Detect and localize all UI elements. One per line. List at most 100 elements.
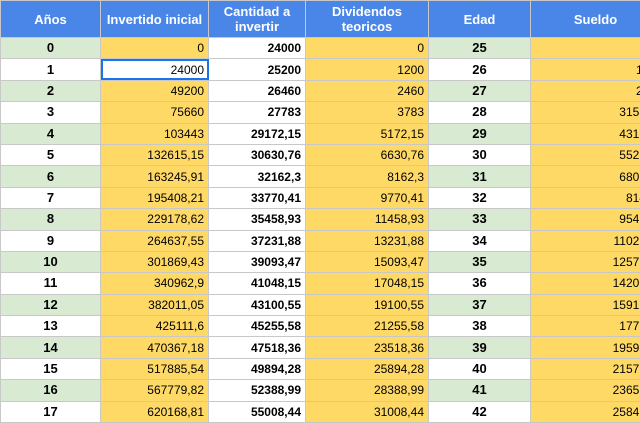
cell[interactable]: 954,91	[530, 208, 640, 231]
cell[interactable]: 1257,79	[530, 250, 640, 274]
cell[interactable]: 15093,47	[305, 250, 429, 274]
cell[interactable]: 11	[0, 272, 101, 295]
cell[interactable]: 8162,3	[305, 165, 429, 188]
cell[interactable]: 14	[0, 336, 101, 359]
cell[interactable]: 13	[0, 315, 101, 338]
cell[interactable]: 8	[0, 208, 101, 231]
cell[interactable]: 103443	[100, 122, 209, 145]
column-header[interactable]: Cantidad a invertir	[208, 0, 306, 38]
cell[interactable]: 9	[0, 229, 101, 252]
cell[interactable]: 17048,15	[305, 272, 429, 295]
cell[interactable]: 3783	[305, 101, 429, 124]
cell[interactable]: 45255,58	[208, 315, 306, 338]
cell[interactable]: 38	[428, 315, 531, 338]
cell[interactable]: 163245,91	[100, 165, 209, 188]
cell[interactable]: 42	[428, 400, 531, 423]
cell[interactable]: 2584,04	[530, 400, 640, 423]
cell[interactable]: 25200	[208, 58, 306, 81]
cell[interactable]: 2157,86	[530, 357, 640, 381]
cell[interactable]: 33770,41	[208, 186, 306, 210]
cell[interactable]: 5	[0, 143, 101, 167]
cell[interactable]: 132615,15	[100, 143, 209, 167]
cell[interactable]: 1102,66	[530, 229, 640, 252]
cell[interactable]: 47518,36	[208, 336, 306, 359]
cell[interactable]: 340962,9	[100, 272, 209, 295]
cell[interactable]: 315,25	[530, 101, 640, 124]
cell[interactable]: 28388,99	[305, 379, 429, 402]
cell[interactable]: 26460	[208, 79, 306, 103]
cell[interactable]: 0	[530, 36, 640, 60]
cell[interactable]: 5172,15	[305, 122, 429, 145]
cell[interactable]: 17	[0, 400, 101, 423]
cell[interactable]: 34	[428, 229, 531, 252]
cell[interactable]: 43100,55	[208, 293, 306, 317]
cell[interactable]: 31008,44	[305, 400, 429, 423]
cell[interactable]: 1591,71	[530, 293, 640, 317]
cell[interactable]: 31	[428, 165, 531, 188]
cell[interactable]: 10	[0, 250, 101, 274]
cell[interactable]: 470367,18	[100, 336, 209, 359]
cell[interactable]: 25	[428, 36, 531, 60]
cell[interactable]: 35	[428, 250, 531, 274]
cell[interactable]: 13231,88	[305, 229, 429, 252]
cell[interactable]: 29	[428, 122, 531, 145]
cell[interactable]: 301869,43	[100, 250, 209, 274]
cell[interactable]: 32	[428, 186, 531, 210]
cell[interactable]: 6	[0, 165, 101, 188]
cell[interactable]: 431,01	[530, 122, 640, 145]
cell[interactable]: 425111,6	[100, 315, 209, 338]
cell[interactable]: 35458,93	[208, 208, 306, 231]
column-header[interactable]: Edad	[428, 0, 531, 38]
cell[interactable]: 27783	[208, 101, 306, 124]
cell[interactable]: 37231,88	[208, 229, 306, 252]
cell[interactable]: 39	[428, 336, 531, 359]
cell[interactable]: 195408,21	[100, 186, 209, 210]
cell[interactable]: 49200	[100, 79, 209, 103]
cell[interactable]: 30	[428, 143, 531, 167]
column-header[interactable]: Sueldo	[530, 0, 640, 38]
cell[interactable]: 23518,36	[305, 336, 429, 359]
cell[interactable]: 21255,58	[305, 315, 429, 338]
cell[interactable]: 39093,47	[208, 250, 306, 274]
cell[interactable]: 205	[530, 79, 640, 103]
cell[interactable]: 12	[0, 293, 101, 317]
cell[interactable]: 517885,54	[100, 357, 209, 381]
cell[interactable]: 620168,81	[100, 400, 209, 423]
cell[interactable]: 52388,99	[208, 379, 306, 402]
cell[interactable]: 27	[428, 79, 531, 103]
cell[interactable]: 814,2	[530, 186, 640, 210]
cell[interactable]: 2460	[305, 79, 429, 103]
cell[interactable]: 7	[0, 186, 101, 210]
cell[interactable]: 11458,93	[305, 208, 429, 231]
cell[interactable]: 30630,76	[208, 143, 306, 167]
column-header[interactable]: Invertido inicial	[100, 0, 209, 38]
cell[interactable]: 19100,55	[305, 293, 429, 317]
cell[interactable]: 26	[428, 58, 531, 81]
cell[interactable]: 100	[530, 58, 640, 81]
cell[interactable]: 2365,75	[530, 379, 640, 402]
cell[interactable]: 4	[0, 122, 101, 145]
cell[interactable]: 24000	[208, 36, 306, 60]
cell[interactable]: 36	[428, 272, 531, 295]
cell[interactable]: 3	[0, 101, 101, 124]
column-header[interactable]: Dividendos teoricos	[305, 0, 429, 38]
cell[interactable]: 16	[0, 379, 101, 402]
cell[interactable]: 567779,82	[100, 379, 209, 402]
column-header[interactable]: Años	[0, 0, 101, 38]
cell[interactable]: 24000	[100, 58, 209, 81]
cell[interactable]: 382011,05	[100, 293, 209, 317]
cell[interactable]: 49894,28	[208, 357, 306, 381]
cell[interactable]: 6630,76	[305, 143, 429, 167]
cell[interactable]: 1	[0, 58, 101, 81]
cell[interactable]: 40	[428, 357, 531, 381]
cell[interactable]: 1959,86	[530, 336, 640, 359]
cell[interactable]: 75660	[100, 101, 209, 124]
cell[interactable]: 0	[305, 36, 429, 60]
cell[interactable]: 229178,62	[100, 208, 209, 231]
cell[interactable]: 9770,41	[305, 186, 429, 210]
cell[interactable]: 29172,15	[208, 122, 306, 145]
cell[interactable]: 0	[100, 36, 209, 60]
cell[interactable]: 32162,3	[208, 165, 306, 188]
cell[interactable]: 25894,28	[305, 357, 429, 381]
